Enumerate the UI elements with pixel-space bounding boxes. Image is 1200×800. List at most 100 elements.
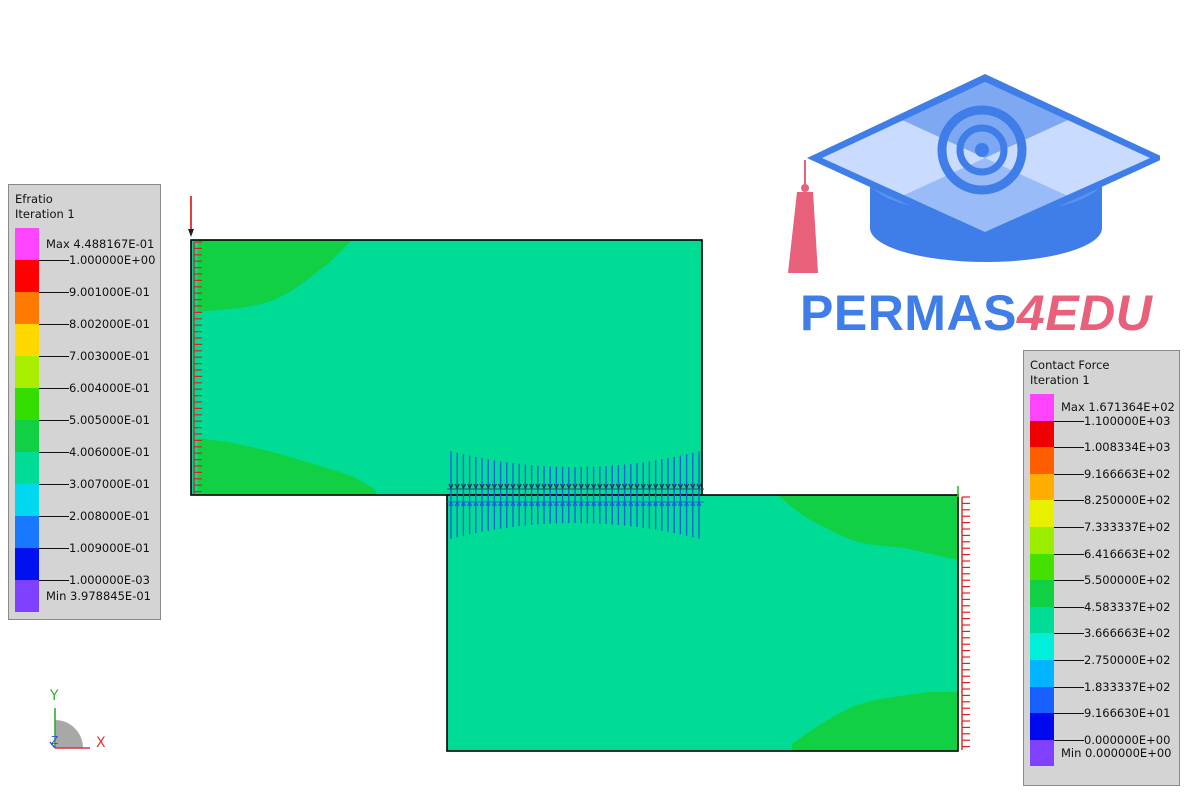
contact-arrowhead — [479, 483, 485, 490]
contact-arrowhead — [578, 483, 584, 490]
contact-arrowhead — [448, 483, 454, 490]
contact-arrowhead — [566, 483, 572, 490]
legend-level-label: 7.003000E-01 — [69, 349, 150, 363]
load-arrow-icon — [188, 196, 194, 237]
legend-swatch — [1030, 660, 1054, 687]
brand-wordmark-part2: 4EDU — [1016, 285, 1153, 341]
contact-arrowhead — [454, 483, 460, 490]
contact-arrowhead — [467, 483, 473, 490]
legend-tick — [1054, 686, 1084, 688]
legend-swatch — [15, 228, 39, 260]
legend-tick — [1054, 633, 1084, 635]
legend-swatch — [15, 420, 39, 452]
legend-level-label: 2.008000E-01 — [69, 509, 150, 523]
lower-block — [446, 494, 959, 752]
contact-arrowhead — [510, 483, 516, 490]
legend-level-label: 8.002000E-01 — [69, 317, 150, 331]
contact-arrowhead — [609, 483, 615, 490]
legend-swatch — [15, 548, 39, 580]
legend-tick — [1054, 606, 1084, 608]
legend-title-text: Contact Force — [1030, 358, 1110, 372]
legend-level-label: 6.416663E+02 — [1084, 546, 1171, 561]
left-support-constraints — [193, 241, 202, 494]
legend-tick — [39, 324, 69, 325]
contact-arrowhead — [485, 483, 491, 490]
contact-arrowhead — [529, 483, 535, 490]
legend-tick — [1054, 713, 1084, 715]
legend-max-label: Max 1.671364E+02 — [1061, 400, 1175, 415]
legend-swatch — [15, 324, 39, 356]
contact-arrowhead — [522, 483, 528, 490]
legend-tick — [1054, 580, 1084, 582]
legend-min-label: Min 3.978845E-01 — [46, 589, 151, 603]
contact-force-legend[interactable]: Contact Force Iteration 1 Max 1.671364E+… — [1023, 350, 1180, 786]
legend-tick — [1054, 660, 1084, 661]
legend-swatch — [1030, 553, 1054, 581]
efratio-legend[interactable]: Efratio Iteration 1 Max 4.488167E-01 1.00… — [8, 184, 161, 620]
legend-swatch — [1030, 686, 1054, 714]
contact-arrowhead — [460, 483, 466, 490]
contact-arrowhead — [659, 483, 665, 490]
legend-tick — [39, 484, 69, 485]
contact-arrowhead — [622, 483, 628, 490]
axis-triad[interactable] — [49, 708, 90, 749]
legend-level-label: 1.000000E-03 — [69, 573, 150, 587]
legend-tick — [1054, 473, 1084, 475]
contact-arrowhead — [690, 483, 696, 490]
legend-tick — [1054, 527, 1084, 528]
legend-tick — [39, 548, 69, 549]
legend-swatch — [1030, 473, 1054, 501]
contact-arrowhead — [684, 483, 690, 490]
contact-arrowhead — [665, 483, 671, 490]
legend-level-label: 5.500000E+02 — [1084, 573, 1171, 588]
contact-arrowhead — [473, 483, 479, 490]
contact-arrowhead — [653, 483, 659, 490]
legend-level-label: 4.006000E-01 — [69, 445, 150, 459]
legend-tick — [1054, 553, 1084, 555]
contact-arrowhead — [491, 483, 497, 490]
contact-arrowhead — [547, 483, 553, 490]
contact-arrowhead — [541, 483, 547, 490]
brand-wordmark: PERMAS4EDU — [800, 285, 1170, 341]
legend-tick — [1054, 420, 1084, 422]
contact-arrowhead — [646, 483, 652, 490]
legend-tick — [39, 516, 69, 517]
legend-swatch — [15, 484, 39, 516]
legend-level-label: 2.750000E+02 — [1084, 653, 1171, 667]
legend-swatch — [1030, 580, 1054, 607]
contact-arrowhead — [498, 483, 504, 490]
legend-level-label: 5.005000E-01 — [69, 413, 150, 427]
legend-level-label: 1.000000E+00 — [69, 253, 156, 267]
contact-arrowhead — [628, 483, 634, 490]
legend-swatch — [1030, 633, 1054, 660]
contact-arrowhead — [572, 483, 578, 490]
legend-tick — [39, 356, 69, 357]
legend-tick — [1054, 739, 1084, 741]
legend-swatch — [1030, 606, 1054, 634]
legend-level-label: 1.100000E+03 — [1084, 413, 1171, 428]
legend-subtitle-text: Iteration 1 — [15, 207, 75, 221]
legend-swatch — [15, 580, 39, 612]
axis-label-x: X — [96, 735, 106, 751]
legend-min-label: Min 0.000000E+00 — [1061, 746, 1172, 761]
contact-legend-title: Contact Force Iteration 1 — [1030, 358, 1110, 388]
legend-tick — [39, 452, 69, 453]
contact-arrowhead — [696, 483, 702, 490]
efratio-legend-title: Efratio Iteration 1 — [15, 192, 75, 222]
brand-wordmark-part1: PERMAS — [800, 285, 1017, 341]
legend-swatch — [1030, 500, 1054, 527]
axis-label-y: Y — [50, 688, 59, 704]
legend-level-label: 1.009000E-01 — [69, 541, 150, 555]
legend-level-label: 1.008334E+03 — [1084, 440, 1171, 455]
contact-arrowhead — [597, 483, 603, 490]
graduation-cap-icon — [788, 74, 1160, 273]
contact-arrowhead — [603, 483, 609, 490]
legend-level-label: 0.000000E+00 — [1084, 732, 1171, 747]
legend-tick — [1054, 447, 1084, 449]
legend-level-label: 7.333337E+02 — [1084, 520, 1171, 534]
contact-arrowhead — [560, 483, 566, 490]
legend-swatch — [15, 516, 39, 548]
contact-arrowhead — [516, 483, 522, 490]
